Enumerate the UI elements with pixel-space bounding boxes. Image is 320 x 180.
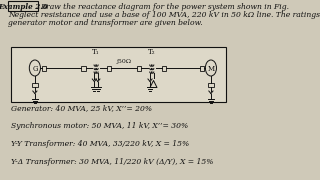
Bar bbox=[137, 66, 141, 71]
Bar bbox=[82, 66, 86, 71]
Bar bbox=[8, 1, 38, 11]
Bar bbox=[11, 47, 226, 102]
Text: j50Ω: j50Ω bbox=[116, 58, 132, 64]
Bar bbox=[162, 66, 166, 71]
Text: T₂: T₂ bbox=[148, 48, 156, 56]
Text: Neglect resistance and use a base of 100 MVA, 220 kV in 50 kΩ line. The ratings : Neglect resistance and use a base of 100… bbox=[8, 11, 320, 19]
Text: Generator: 40 MVA, 25 kV, X’’= 20%: Generator: 40 MVA, 25 kV, X’’= 20% bbox=[11, 104, 152, 112]
Bar bbox=[42, 66, 46, 71]
Bar bbox=[107, 66, 111, 71]
Text: T₁: T₁ bbox=[92, 48, 100, 56]
Text: generator motor and transformer are given below.: generator motor and transformer are give… bbox=[8, 19, 203, 27]
Text: M: M bbox=[207, 64, 214, 73]
Text: Y-Δ Transformer: 30 MVA, 11/220 kV (Δ/Y), X = 15%: Y-Δ Transformer: 30 MVA, 11/220 kV (Δ/Y)… bbox=[11, 158, 213, 166]
Text: Y-Y Transformer: 40 MVA, 33/220 kV, X = 15%: Y-Y Transformer: 40 MVA, 33/220 kV, X = … bbox=[11, 140, 189, 148]
Bar bbox=[200, 66, 204, 71]
Bar bbox=[32, 83, 38, 87]
Bar bbox=[208, 83, 214, 87]
Text: Draw the reactance diagram for the power system shown in Fig.: Draw the reactance diagram for the power… bbox=[40, 3, 289, 10]
Text: Example 2.6: Example 2.6 bbox=[0, 3, 48, 10]
Text: G: G bbox=[32, 64, 38, 73]
Text: Synchronous motor: 50 MVA, 11 kV, X’’= 30%: Synchronous motor: 50 MVA, 11 kV, X’’= 3… bbox=[11, 122, 188, 130]
